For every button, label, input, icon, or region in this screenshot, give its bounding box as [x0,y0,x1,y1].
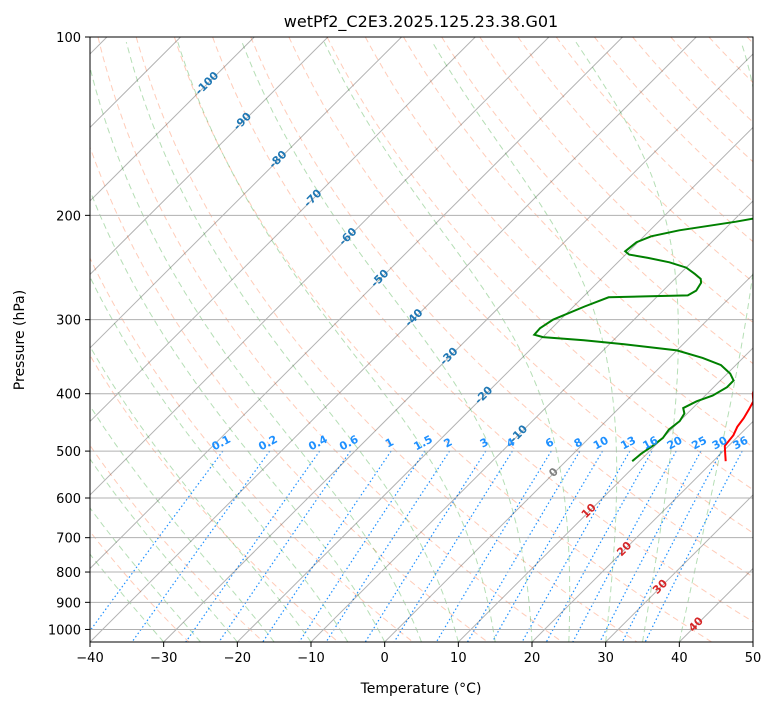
isotherm-line [90,37,697,642]
isotherm-line [384,273,753,642]
mixing-ratio-label: 10 [591,434,611,453]
x-axis: −40 −30 −20 −10 0 10 20 30 40 50 [76,642,761,666]
isotherm-line [90,37,329,276]
mixing-ratio-line [545,450,653,642]
x-tick-label: −30 [150,651,177,666]
y-tick-label: 300 [56,314,81,329]
y-tick-label: 100 [56,31,81,46]
dry-adiabat-line [90,256,414,642]
isotherm-line [236,126,753,642]
mixing-ratio-line [521,450,631,642]
x-tick-label: −40 [76,651,103,666]
dry-adiabat-line [90,354,339,642]
x-axis-label: Temperature (°C) [360,681,482,697]
x-tick-label: 10 [450,651,467,666]
isotherm-line [163,53,753,642]
dry-adiabat-line [403,37,753,406]
moist-adiabat-line [90,275,349,642]
y-axis-label: Pressure (hPa) [12,290,28,390]
moist-adiabat-line [90,189,386,642]
moist-adiabat-line [575,41,679,642]
y-tick-label: 700 [56,532,81,547]
isotherm-line [310,200,753,642]
mixing-ratio-label: 16 [641,434,661,453]
moist-adiabat-line [678,41,753,642]
y-tick-label: 900 [56,596,81,611]
moist-adiabat-line [177,41,496,642]
mixing-ratio-line [185,450,321,642]
mixing-ratio-line [621,450,722,642]
mixing-ratio-label: 30 [710,434,730,453]
y-axis: 100 200 300 400 500 600 700 800 900 1000 [48,31,90,638]
mixing-ratio-label: 36 [731,434,751,453]
mixing-ratio-line [393,450,513,642]
y-tick-label: 500 [56,445,81,460]
isotherm-line [90,37,550,496]
mixing-ratio-line [466,450,581,642]
moist-adiabat-line [90,458,238,642]
mixing-ratio-label: 25 [689,434,709,453]
mixing-ratio-line [364,450,487,642]
temperature-profile-line [723,388,753,462]
dewpoint-profile-line [532,217,753,462]
y-tick-label: 200 [56,209,81,224]
moist-adiabat-line [90,345,312,642]
y-tick-label: 800 [56,566,81,581]
y-tick-label: 1000 [48,623,81,638]
dry-adiabat-line [173,37,712,642]
y-tick-label: 600 [56,492,81,507]
moist-adiabat-line [90,507,201,642]
mixing-ratio-line [435,450,552,642]
dry-adiabat-line [250,37,753,578]
x-tick-label: 50 [745,651,762,666]
plot-frame [89,36,754,643]
dry-adiabat-line [90,145,488,642]
moist-adiabat-line [125,41,459,642]
dry-adiabat-line [441,37,753,365]
dry-adiabat-line [97,37,563,642]
mixing-ratio-label: 20 [665,434,685,453]
x-tick-label: 30 [597,651,614,666]
x-tick-label: 0 [381,651,389,666]
mixing-ratio-line [491,450,604,642]
moist-adiabat-line [90,65,422,642]
pressure-grid [90,37,753,630]
y-tick-label: 400 [56,388,81,403]
x-tick-label: −20 [224,651,251,666]
moist-adiabat-line [241,41,533,642]
x-tick-label: 20 [524,651,541,666]
isotherm-line [90,37,623,570]
isotherm-line [457,347,753,642]
isotherm-line [605,494,753,642]
moist-adiabat-line [323,41,571,642]
isotherm-line [90,37,476,423]
moist-adiabat-line [431,41,618,642]
dry-adiabat-line [288,37,753,534]
dry-adiabat-line [212,37,753,623]
x-tick-label: −10 [297,651,324,666]
mixing-ratio-line [131,450,271,642]
chart-title: wetPf2_C2E3.2025.125.23.38.G01 [284,12,558,32]
mixing-ratio-line [599,450,702,642]
dry-adiabat-line [594,37,753,203]
x-tick-label: 40 [671,651,688,666]
isotherm-line [90,37,255,202]
mixing-ratio-label: 13 [618,434,638,453]
isotherm-line [90,37,402,349]
mixing-ratio-line [218,450,351,642]
mixing-ratio-line [572,450,677,642]
profile-lines [532,217,753,462]
dry-adiabat-line [555,37,753,243]
dry-adiabat-line [135,37,638,642]
isotherm-line [531,420,753,642]
dry-adiabat-line [364,37,753,448]
